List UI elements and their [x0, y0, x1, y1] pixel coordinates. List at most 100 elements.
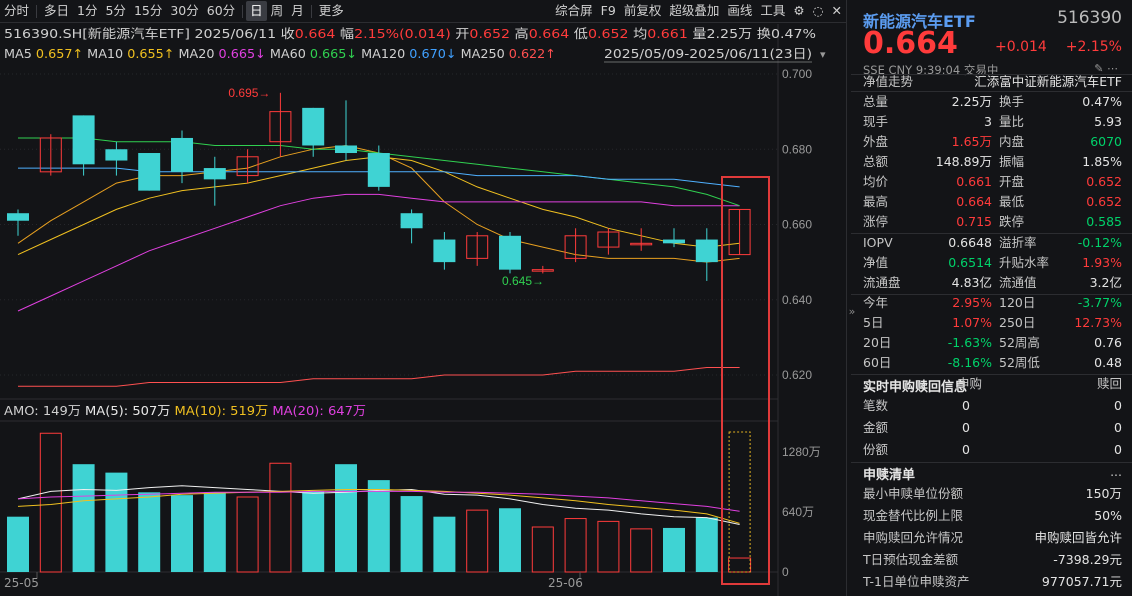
- volume-forecast-bar: [728, 431, 751, 573]
- period-tab-1[interactable]: 多日: [44, 3, 70, 18]
- quote-cell: 今年: [863, 295, 889, 310]
- redemption-row: T-1日单位申赎资产 977057.71元: [863, 572, 1122, 592]
- candle-body: [466, 235, 489, 259]
- volume-tick: 640万: [782, 505, 814, 519]
- col-header: 赎回: [1096, 376, 1122, 391]
- quote-row: 现手 3 量比 5.93: [863, 112, 1122, 132]
- x-label: 25-06: [548, 576, 583, 590]
- volume-bar: [236, 496, 259, 573]
- volume-bar: [499, 508, 521, 572]
- quote-row: IOPV 0.6648 溢折率 -0.12%: [863, 233, 1122, 253]
- divider: [851, 294, 1132, 295]
- divider: [851, 374, 1132, 375]
- quote-cell: -1.63%: [947, 335, 992, 350]
- volume-ma-ma10: [17, 489, 740, 524]
- volume-bar: [7, 516, 29, 572]
- quote-cell: 现手: [863, 114, 889, 129]
- volume-bar: [597, 520, 620, 573]
- period-tab-7[interactable]: 日: [246, 1, 267, 21]
- divider: [851, 462, 1132, 463]
- toolbar-separator: [36, 4, 38, 18]
- subscribe-cell: 0: [962, 398, 970, 413]
- toolbar-action-2[interactable]: 前复权: [623, 3, 662, 18]
- subscribe-cell: 0: [962, 420, 970, 435]
- period-tab-8[interactable]: 周: [270, 3, 284, 18]
- edit-icon[interactable]: ✎: [1094, 62, 1104, 75]
- toolbar-action-1[interactable]: F9: [600, 3, 616, 18]
- toolbar-separator: [242, 4, 244, 18]
- period-tab-3[interactable]: 5分: [105, 3, 126, 18]
- quote-cell: 净值: [863, 255, 889, 270]
- volume-bar: [663, 527, 685, 572]
- volume-bar: [72, 464, 95, 572]
- quote-cell: 4.83亿: [951, 275, 992, 290]
- subscribe-cell: 金额: [863, 420, 889, 435]
- quote-cell: 0.585: [1086, 214, 1122, 229]
- candle-body: [695, 239, 718, 263]
- volume-ma-ma5: [17, 485, 740, 525]
- volume-bar: [367, 480, 390, 572]
- candle-body: [171, 137, 193, 172]
- collapse-panel-icon[interactable]: »: [848, 305, 856, 318]
- period-tabs: 分时 多日 1分 5分 15分 30分 60分日周月更多: [0, 0, 348, 22]
- kline-chart-panel[interactable]: 0.700 0.680 0.660 0.640 0.620 1280万 640万 0 51639…: [0, 0, 846, 596]
- realtime-subscribe-title: 实时申购赎回信息: [863, 380, 968, 395]
- quote-cell: 溢折率: [999, 235, 1037, 250]
- quote-cell: 0.652: [1086, 174, 1122, 189]
- last-price: 0.664: [863, 26, 958, 61]
- quote-cell: -3.77%: [1077, 295, 1122, 310]
- period-tab-0[interactable]: 分时: [4, 3, 30, 18]
- volume-tick: 0: [782, 565, 789, 579]
- redemption-cell: 最小申赎单位份额: [863, 486, 964, 501]
- quote-cell: 5.93: [1094, 114, 1122, 129]
- toolbar-action-3[interactable]: 超级叠加: [669, 3, 720, 18]
- quote-cell: 最高: [863, 194, 889, 209]
- close-icon[interactable]: ✕: [831, 3, 842, 18]
- period-tab-10[interactable]: 更多: [318, 3, 344, 18]
- period-tab-4[interactable]: 15分: [133, 3, 163, 18]
- subscribe-header: 申购 赎回: [863, 374, 1122, 394]
- more-icon[interactable]: ⋯: [1107, 62, 1118, 75]
- market-meta: SSE CNY 9:39:04 交易中: [863, 63, 999, 77]
- candle-body: [728, 208, 751, 256]
- quote-cell: 内盘: [999, 134, 1025, 149]
- toolbar-actions: 综合屏 F9 前复权 超级叠加 画线 工具 ⚙ ◌ ✕: [551, 0, 846, 22]
- toolbar-action-5[interactable]: 工具: [760, 3, 786, 18]
- period-tab-2[interactable]: 1分: [77, 3, 98, 18]
- toolbar-action-0[interactable]: 综合屏: [555, 3, 593, 18]
- subscribe-cell: 0: [1114, 442, 1122, 457]
- quote-cell: 12.73%: [1074, 315, 1122, 330]
- quote-cell: 换手: [999, 94, 1025, 109]
- quote-cell: 总额: [863, 154, 889, 169]
- ma-legend: MA5 0.657↑ MA10 0.655↑ MA20 0.665↓ MA60 …: [4, 46, 556, 61]
- price-change: +0.014: [995, 39, 1047, 55]
- divider: [851, 91, 1132, 92]
- settings-icon[interactable]: ⚙: [793, 3, 805, 18]
- quote-cell: 流通盘: [863, 275, 901, 290]
- quote-cell: 0.652: [1086, 194, 1122, 209]
- price-tick: 0.700: [782, 67, 812, 81]
- quote-cell: 120日: [999, 295, 1036, 310]
- stock-name[interactable]: 新能源汽车ETF: [863, 12, 976, 31]
- theme-icon[interactable]: ◌: [812, 3, 824, 18]
- x-label: 25-05: [4, 576, 39, 590]
- period-tab-6[interactable]: 60分: [206, 3, 236, 18]
- candle-body: [138, 153, 161, 191]
- quote-panel: 新能源汽车ETF 516390 0.664 +0.014 +2.15% SSE …: [846, 0, 1132, 596]
- toolbar-action-4[interactable]: 画线: [727, 3, 753, 18]
- nav-trend-link[interactable]: 净值走势: [863, 74, 914, 89]
- period-tab-5[interactable]: 30分: [170, 3, 199, 18]
- quote-cell: 20日: [863, 335, 892, 350]
- price-tick: 0.640: [782, 293, 812, 307]
- redemption-row: T日预估现金差额 -7398.29元: [863, 550, 1122, 570]
- more-icon[interactable]: ...: [1110, 464, 1122, 479]
- volume-bar: [105, 472, 128, 572]
- quote-cell: 0.76: [1094, 335, 1122, 350]
- quote-row: 流通盘 4.83亿 流通值 3.2亿: [863, 273, 1122, 293]
- kline-chart[interactable]: 0.700 0.680 0.660 0.640 0.620 1280万 640万 0 51639…: [0, 0, 846, 596]
- volume-bar: [630, 528, 653, 573]
- toolbar-separator: [310, 4, 312, 18]
- period-tab-9[interactable]: 月: [291, 3, 304, 18]
- quote-cell: 升贴水率: [999, 255, 1050, 270]
- fund-company: 汇添富中证新能源汽车ETF: [974, 74, 1122, 89]
